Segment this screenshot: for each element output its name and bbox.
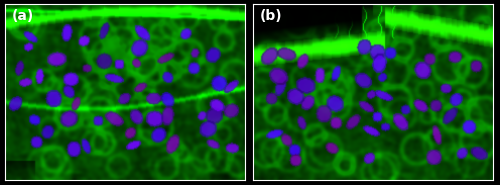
Text: (b): (b) — [260, 9, 282, 23]
Text: (a): (a) — [12, 9, 34, 23]
